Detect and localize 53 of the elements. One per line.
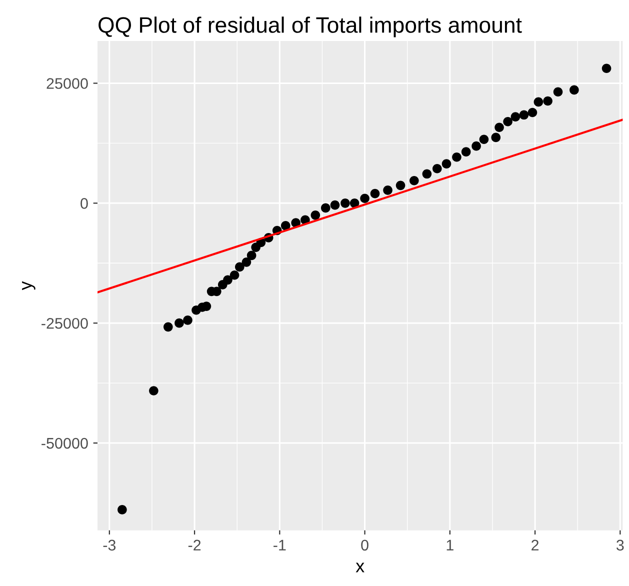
point bbox=[602, 64, 612, 74]
point bbox=[479, 134, 489, 144]
point bbox=[461, 147, 471, 156]
point bbox=[223, 275, 232, 285]
point bbox=[503, 116, 512, 126]
point bbox=[494, 122, 504, 132]
point bbox=[340, 198, 350, 208]
x-tick-label: -3 bbox=[103, 540, 116, 551]
point bbox=[422, 169, 432, 179]
x-tick-label: -2 bbox=[188, 540, 201, 550]
point bbox=[510, 112, 520, 122]
point bbox=[396, 180, 406, 190]
y-tick-label: -25000 bbox=[42, 318, 88, 329]
point bbox=[234, 262, 244, 272]
x-tick-label: 1 bbox=[446, 540, 454, 550]
chart-title: QQ Plot of residual of Total imports amount bbox=[98, 16, 522, 38]
point bbox=[163, 322, 173, 332]
point bbox=[534, 97, 544, 107]
y-tick-label: 25000 bbox=[46, 78, 88, 89]
point bbox=[330, 200, 340, 210]
point bbox=[528, 108, 538, 118]
point bbox=[543, 96, 552, 106]
point bbox=[370, 188, 380, 198]
point bbox=[118, 505, 127, 514]
point bbox=[202, 302, 212, 311]
point bbox=[310, 210, 320, 220]
y-tick-label: 0 bbox=[80, 198, 88, 209]
point bbox=[360, 194, 370, 204]
point bbox=[149, 386, 158, 396]
y-axis-title: y bbox=[22, 281, 36, 290]
point bbox=[383, 186, 392, 195]
point bbox=[246, 250, 256, 260]
x-tick-label: 2 bbox=[532, 540, 539, 550]
y-tick-label: -50000 bbox=[42, 438, 88, 449]
point bbox=[519, 110, 529, 120]
point bbox=[320, 203, 330, 213]
point bbox=[174, 318, 184, 328]
point bbox=[570, 85, 579, 95]
x-tick-label: -1 bbox=[274, 540, 286, 550]
x-tick-label: 3 bbox=[616, 540, 624, 551]
point bbox=[242, 258, 252, 267]
x-tick-label: 0 bbox=[361, 540, 368, 551]
x-axis-title: x bbox=[356, 562, 364, 572]
point bbox=[442, 159, 452, 168]
point bbox=[280, 221, 290, 230]
point bbox=[183, 316, 192, 325]
point bbox=[409, 176, 419, 186]
point bbox=[553, 87, 563, 97]
point bbox=[491, 132, 501, 142]
point bbox=[230, 270, 240, 280]
point bbox=[472, 141, 481, 151]
point bbox=[432, 164, 442, 174]
point bbox=[452, 152, 462, 162]
